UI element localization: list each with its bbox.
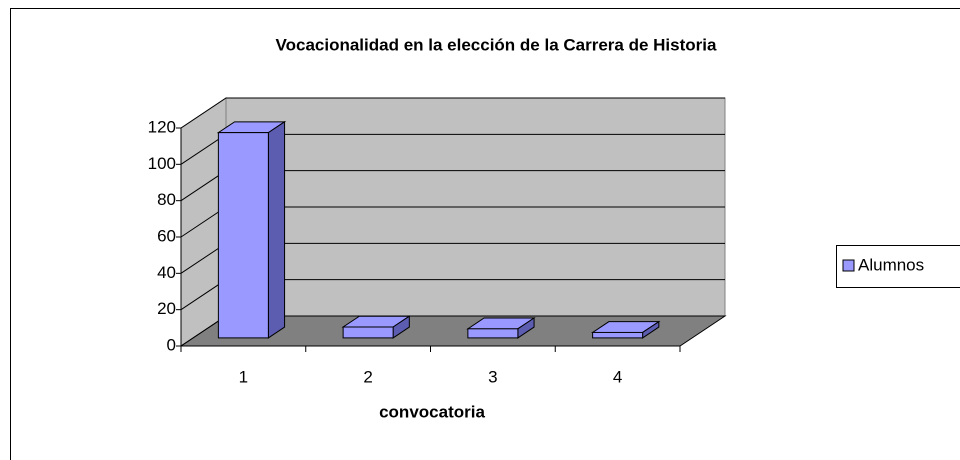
- y-tick-label: 40: [157, 263, 176, 282]
- bar: [467, 328, 519, 339]
- bar: [217, 132, 269, 339]
- chart-title: Vocacionalidad en la elección de la Carr…: [276, 35, 717, 54]
- bar-side: [267, 120, 286, 339]
- x-axis-label: convocatoria: [379, 402, 485, 421]
- y-tick-label: 100: [148, 154, 176, 173]
- bar: [342, 326, 394, 339]
- y-tick-label: 120: [148, 117, 176, 136]
- legend-box: [836, 245, 960, 288]
- bar: [592, 331, 644, 339]
- y-tick-label: 60: [157, 226, 176, 245]
- y-tick-label: 20: [157, 299, 176, 318]
- x-tick-label: 3: [488, 367, 497, 386]
- x-tick-label: 2: [363, 367, 372, 386]
- y-tick-label: 0: [167, 335, 176, 354]
- y-tick-label: 80: [157, 190, 176, 209]
- grid-line: [180, 97, 725, 129]
- legend-swatch: [842, 259, 855, 272]
- x-tick-label: 1: [239, 367, 248, 386]
- x-tick-label: 4: [613, 367, 622, 386]
- legend-label: Alumnos: [858, 255, 924, 274]
